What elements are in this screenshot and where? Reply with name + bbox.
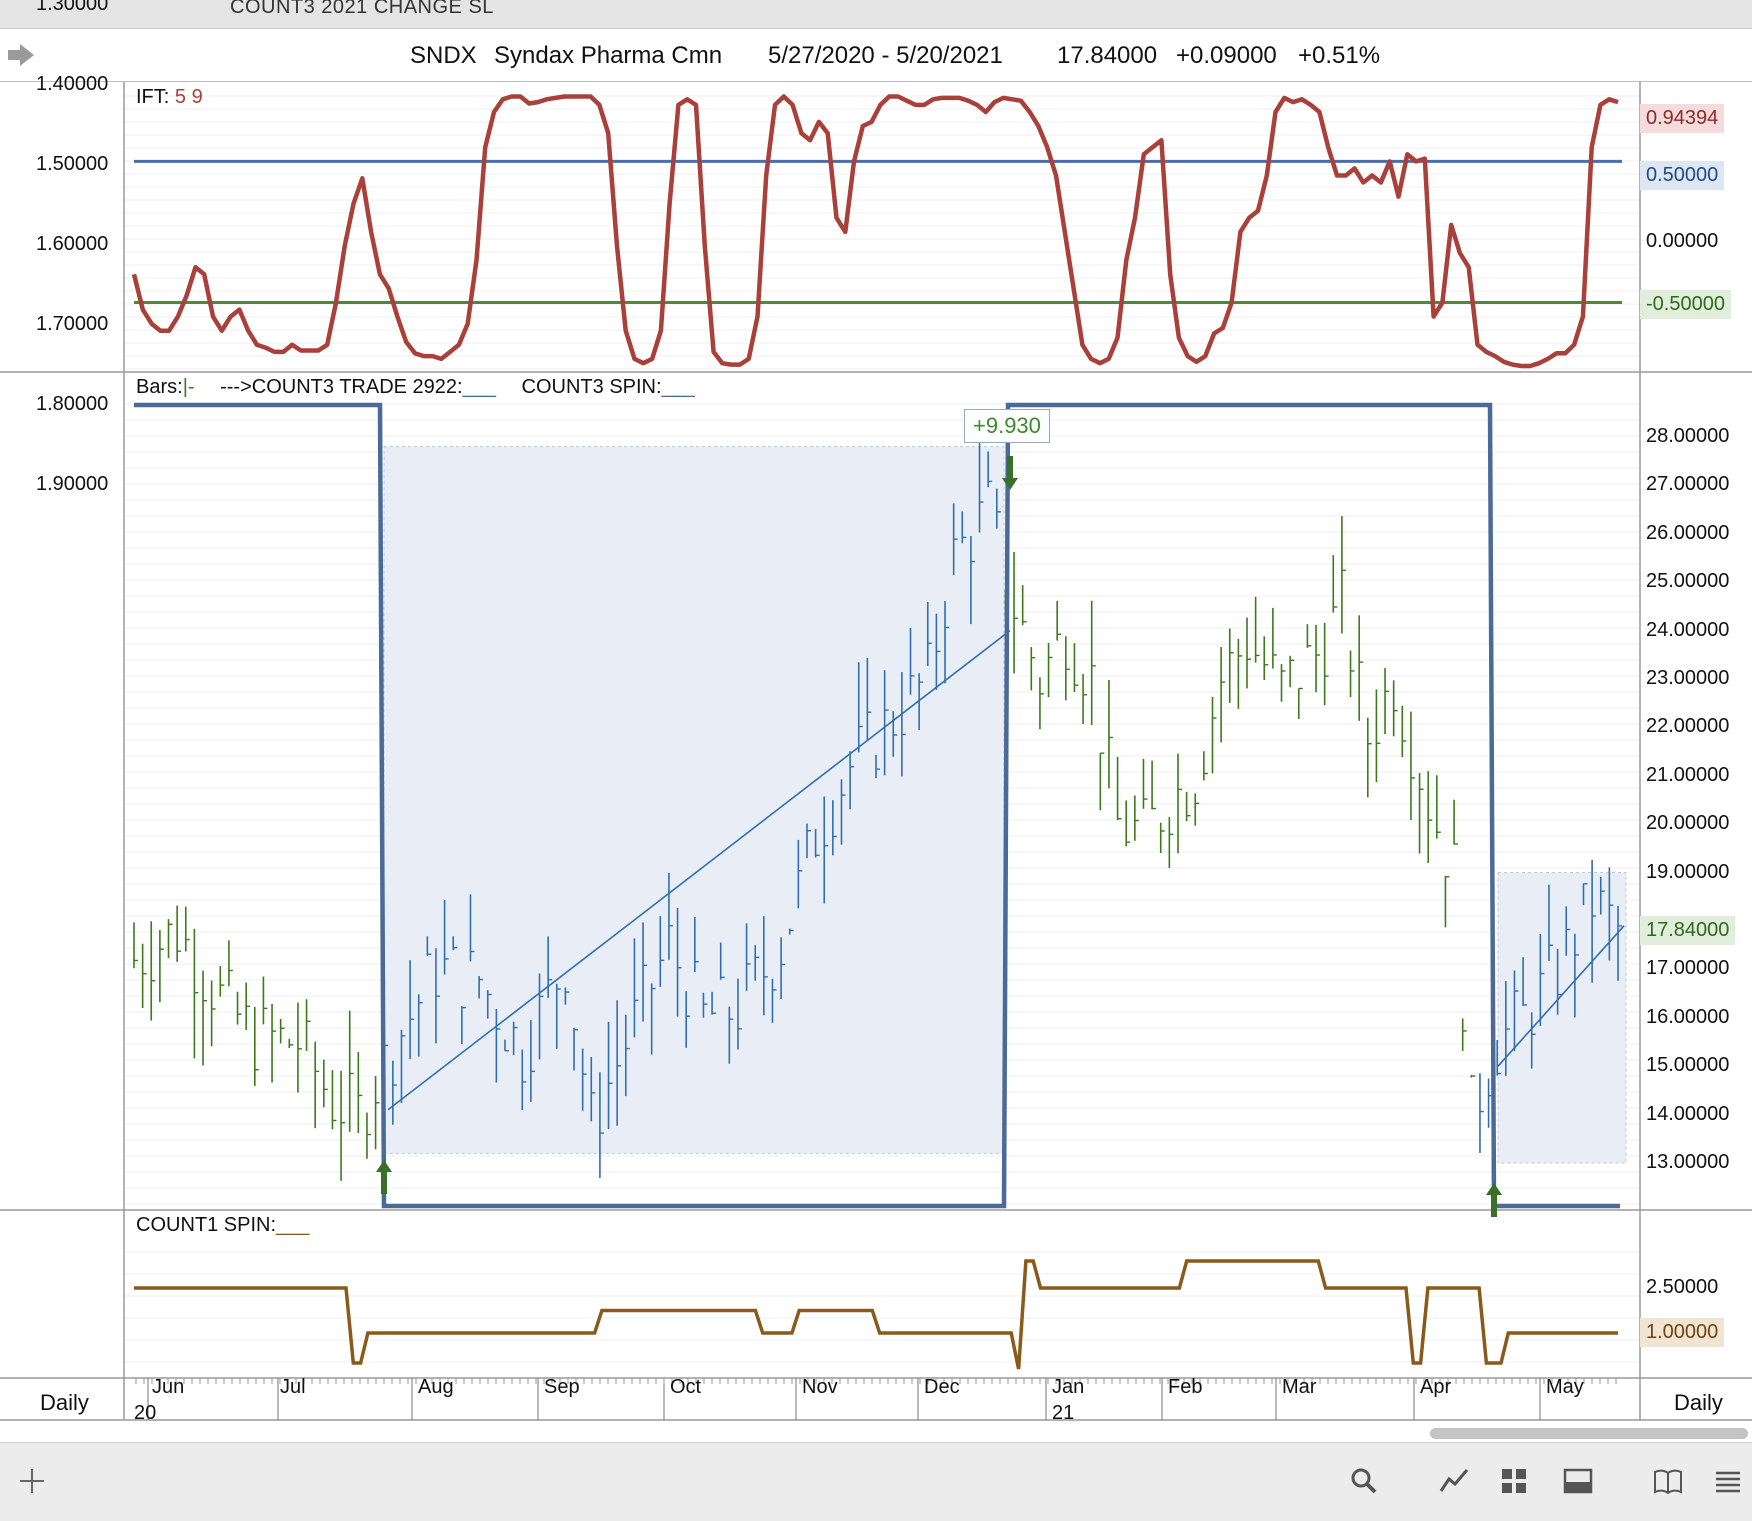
- date-range: 5/27/2020 - 5/20/2021: [768, 42, 1003, 69]
- spin-legend: COUNT3 SPIN:: [521, 376, 662, 398]
- month-label-jun: Jun: [152, 1376, 185, 1398]
- price-tick-right: 15.00000: [1646, 1054, 1730, 1077]
- ift-params: 5 9: [174, 86, 203, 108]
- trade-profit-label: +9.930: [964, 409, 1050, 443]
- price-tick-right: 20.00000: [1646, 812, 1730, 835]
- price-tick-left: 1.90000: [36, 473, 109, 495]
- price-tick-right: 24.00000: [1646, 618, 1730, 641]
- horizontal-scrollbar[interactable]: [1430, 1428, 1748, 1439]
- ift-tick-upper: 0.50000: [1640, 161, 1725, 190]
- price-panel: [133, 402, 1627, 1217]
- ift-label: IFT:: [136, 86, 170, 108]
- month-label-aug: Aug: [418, 1376, 454, 1398]
- add-icon[interactable]: [16, 1465, 48, 1497]
- entry-arrow: [376, 1160, 392, 1194]
- price-tick-right: 23.00000: [1646, 667, 1730, 689]
- price-tick-right: 14.00000: [1646, 1102, 1730, 1125]
- grid-layout-icon[interactable]: [1498, 1465, 1530, 1497]
- month-label-nov: Nov: [802, 1376, 838, 1398]
- price-tick-right: 13.00000: [1646, 1151, 1730, 1173]
- month-label-feb: Feb: [1168, 1376, 1203, 1398]
- month-label-may: May: [1546, 1376, 1584, 1398]
- bars-legend: Bars:: [136, 376, 183, 398]
- month-label-sep: Sep: [544, 1376, 580, 1398]
- price-tick-right: 27.00000: [1646, 473, 1730, 496]
- bottom-toolbar: [0, 1442, 1752, 1521]
- book-icon[interactable]: [1652, 1465, 1684, 1497]
- price-tick-left: 1.30000: [36, 0, 109, 15]
- count3-spin-line: [1497, 925, 1625, 1067]
- price-tick-left: 1.60000: [36, 233, 109, 255]
- month-label-oct: Oct: [670, 1376, 702, 1398]
- price-tick-right: 16.00000: [1646, 1005, 1730, 1028]
- panel-layout-icon[interactable]: [1562, 1465, 1594, 1497]
- count1-spin-line: [134, 1259, 1618, 1370]
- price-tick-right: 28.00000: [1646, 425, 1730, 447]
- entry-arrow: [1486, 1183, 1502, 1217]
- trade-range-area: [1497, 872, 1627, 1164]
- line-chart-icon[interactable]: [1438, 1465, 1470, 1497]
- price-legend: Bars:|- --->COUNT3 TRADE 2922:___ COUNT3…: [136, 376, 695, 398]
- trade-legend: --->COUNT3 TRADE 2922:: [220, 376, 463, 398]
- price-tick-right: 26.00000: [1646, 521, 1730, 544]
- chart-area[interactable]: [0, 0, 1752, 1442]
- percent-change: +0.51%: [1298, 42, 1381, 69]
- time-axis: [135, 1378, 1617, 1420]
- menu-icon[interactable]: [1712, 1465, 1744, 1497]
- month-label-mar: Mar: [1282, 1376, 1317, 1398]
- count1-tick: 2.50000: [1646, 1276, 1719, 1298]
- symbol: SNDX: [410, 42, 477, 69]
- month-label-jan: Jan: [1052, 1376, 1085, 1398]
- ift-panel: [131, 94, 1622, 369]
- count1-spin-panel: [134, 1259, 1618, 1370]
- price-tick-right: 21.00000: [1646, 763, 1730, 786]
- count1-current-value: 1.00000: [1640, 1318, 1725, 1347]
- price-tick-right: 19.00000: [1646, 860, 1730, 883]
- ift-line: [131, 94, 1619, 369]
- period-selector-right[interactable]: Daily: [1674, 1390, 1723, 1415]
- price-tick-right: 17.00000: [1646, 957, 1730, 980]
- exit-arrow: [1002, 456, 1018, 490]
- ift-legend: IFT: 5 9: [136, 86, 203, 109]
- price-tick-right: 22.00000: [1646, 715, 1730, 738]
- window-titlebar: COUNT3 2021 CHANGE SL: [0, 0, 1752, 29]
- current-price-tag: 17.84000: [1640, 916, 1736, 945]
- price-tick-left: 1.80000: [36, 393, 109, 415]
- price-tick-left: 1.70000: [36, 313, 109, 335]
- trade-range-area: [383, 446, 1005, 1154]
- count3-trade-outline: [134, 402, 1620, 1209]
- ift-tick-lower: -0.50000: [1640, 290, 1731, 319]
- quote-header: SNDX Syndax Pharma Cmn 5/27/2020 - 5/20/…: [0, 29, 1752, 82]
- ift-current-value: 0.94394: [1640, 104, 1725, 133]
- search-icon[interactable]: [1348, 1465, 1380, 1497]
- month-label-jul: Jul: [280, 1376, 306, 1398]
- arrow-right-icon[interactable]: [6, 41, 36, 69]
- price-tick-left: 1.50000: [36, 153, 109, 175]
- year-label-2020: 20: [134, 1402, 157, 1424]
- price-tick-left: 1.40000: [36, 73, 109, 95]
- security-name: Syndax Pharma Cmn: [494, 42, 723, 69]
- month-label-apr: Apr: [1420, 1376, 1452, 1398]
- count1-legend: COUNT1 SPIN:___: [136, 1214, 310, 1236]
- price-tick-right: 25.00000: [1646, 570, 1730, 593]
- count1-label: COUNT1 SPIN:: [136, 1214, 277, 1236]
- net-change: +0.09000: [1176, 42, 1277, 69]
- ift-tick-zero: 0.00000: [1646, 230, 1719, 252]
- year-label-2021: 21: [1052, 1402, 1075, 1424]
- month-label-dec: Dec: [924, 1376, 960, 1398]
- last-price: 17.84000: [1057, 42, 1158, 69]
- period-selector-left[interactable]: Daily: [40, 1390, 89, 1415]
- count3-spin-line: [387, 629, 1011, 1111]
- window-title: COUNT3 2021 CHANGE SL: [230, 0, 494, 18]
